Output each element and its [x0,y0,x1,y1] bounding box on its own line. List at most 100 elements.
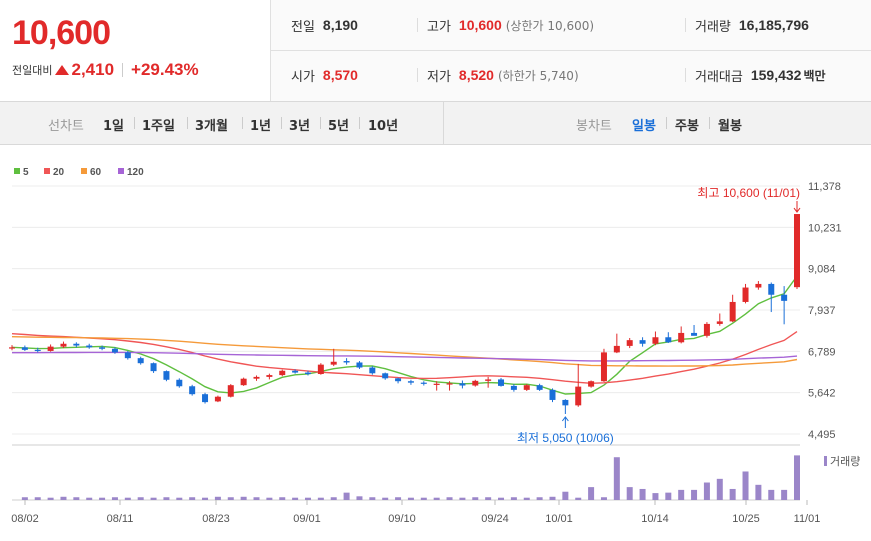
chart-grid [12,185,800,501]
volume-bar [703,482,710,500]
volume-bar [755,484,762,500]
candle-body [510,385,517,390]
candle-body [459,383,466,386]
open-label: 시가 [291,69,315,85]
candle-body [742,287,749,302]
trade-amount: 거래대금 159,432 백만 [695,66,826,85]
candle-body [678,332,685,343]
tab-5y[interactable]: 5년 [328,119,350,134]
candle-body [600,352,607,382]
divider [242,117,243,129]
high-annotation: 최고 10,600 (11/01) [697,186,800,200]
volume-bar [588,487,595,500]
volume-bar [665,492,672,500]
x-tick-label: 09/10 [388,513,416,525]
candle-body [768,283,775,295]
candle-body [420,382,427,384]
prev-close-label: 전일 [291,19,315,35]
x-tick-label: 09/24 [481,513,509,525]
candle-body [47,346,54,351]
candle-body [21,347,28,350]
volume-bar [73,497,80,500]
volume-bar [742,471,749,500]
volume-bar [99,497,106,500]
volume-bar [150,497,157,500]
ma-60-line [11,336,798,367]
candle-body [575,386,582,406]
candle-body [137,358,144,364]
y-tick-label: 6,789 [808,346,836,358]
volume-bar [691,489,698,500]
candle-body [703,323,710,336]
candle-body [626,340,633,346]
x-tick-label: 10/25 [732,513,760,525]
low-price: 저가 8,520 (하한가 5,740) [427,66,579,85]
tab-3m[interactable]: 3개월 [195,119,228,134]
volume-bar [575,497,582,500]
divider [187,117,188,129]
line-chart-label: 선차트 [48,119,84,134]
tab-1w[interactable]: 1주일 [142,119,175,134]
candle-body [536,385,543,390]
chart-legend: 5 20 60 120 [14,167,144,178]
volume-bar [626,487,633,500]
volume-legend-label: 거래량 [830,455,860,468]
candle-body [794,214,800,288]
volume-bar [498,497,505,500]
volume-chart: 거래량 [21,455,860,500]
quote-row-1: 전일 8,190 고가 10,600 (상한가 10,600) 거래량 16,1… [271,0,871,51]
candle-body [472,380,479,386]
volume-bar [562,491,569,500]
candle-body [240,378,247,386]
x-tick-label: 08/02 [11,513,39,525]
divider [417,18,418,32]
volume-bar [652,493,659,500]
volume-bar [137,497,144,500]
volume-bar [420,497,427,500]
tab-daily[interactable]: 일봉 [632,119,656,134]
volume-bar [111,497,118,500]
quote-row-2: 시가 8,570 저가 8,520 (하한가 5,740) 거래대금 159,4… [271,50,871,100]
candle-body [73,343,80,346]
candle-body [9,347,15,349]
volume-bar [678,489,685,500]
low-arrow-head [561,416,569,422]
volume-bar [549,496,556,500]
volume-bar [356,496,363,500]
prev-close-value: 8,190 [322,17,358,33]
candle-body [163,371,170,380]
candle-body [266,375,273,377]
tab-10y[interactable]: 10년 [368,119,399,134]
volume-bar [240,496,247,500]
legend-swatch [118,168,124,174]
volume-bar [768,489,775,500]
x-axis-labels: 08/02 08/11 08/23 09/01 09/10 09/24 10/01 10/14… [11,500,820,525]
candle-body [227,385,234,397]
tab-3y[interactable]: 3년 [289,119,311,134]
candle-body [86,345,93,348]
change-value: 2,410 [71,60,115,79]
x-tick-label: 09/01 [293,513,321,525]
tab-1y[interactable]: 1년 [250,119,272,134]
stock-summary: 10,600 전일대비 2,410 +29.43% 전일 8,190 고가 10… [0,0,871,101]
volume-bar [60,496,67,500]
volume-bar [459,497,466,500]
volume-bar [47,497,54,500]
current-price: 10,600 [12,14,111,52]
y-axis-labels: 11,378 10,231 9,084 7,937 6,789 5,642 4,495 [808,181,842,441]
candle-body [523,385,530,390]
tab-1d[interactable]: 1일 [103,119,125,134]
divider [685,18,686,32]
candle-body [639,340,646,344]
low-value: 8,520 [458,67,494,83]
tab-monthly[interactable]: 월봉 [718,119,742,134]
candle-body [356,362,363,368]
volume-label: 거래량 [695,19,731,35]
volume-bar [433,497,440,500]
low-label: 저가 [427,69,451,85]
y-tick-label: 7,937 [808,305,836,317]
volume-bar [214,496,221,500]
tab-weekly[interactable]: 주봉 [675,119,699,134]
candle-body [176,379,183,387]
volume-bar [600,497,607,500]
